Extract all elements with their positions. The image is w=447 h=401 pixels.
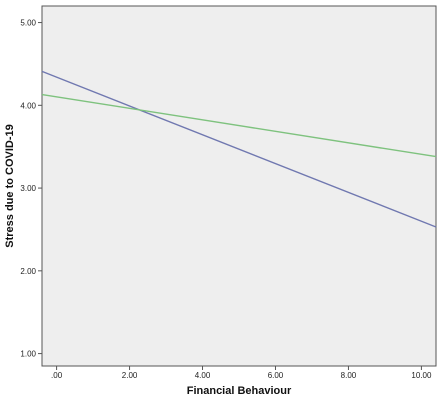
y-axis: 1.00 2.00 3.00 4.00 5.00: [20, 19, 42, 359]
x-axis: .00 2.00 4.00 6.00 8.00 10.00: [51, 366, 432, 380]
series-layer: [41, 70, 437, 228]
y-tick-label: 1.00: [20, 350, 36, 359]
y-tick-label: 2.00: [20, 267, 36, 276]
series-line-2: [41, 93, 437, 158]
x-tick-label: .00: [51, 371, 63, 380]
x-tick-label: 2.00: [122, 371, 138, 380]
plot-area: [41, 5, 437, 367]
y-tick-label: 5.00: [20, 19, 36, 28]
y-tick-label: 3.00: [20, 184, 36, 193]
x-tick-label: 6.00: [268, 371, 284, 380]
x-axis-title: Financial Behaviour: [187, 385, 292, 397]
y-tick-label: 4.00: [20, 101, 36, 110]
x-tick-label: 4.00: [195, 371, 211, 380]
x-tick-label: 10.00: [411, 371, 432, 380]
x-tick-label: 8.00: [341, 371, 357, 380]
y-axis-title: Stress due to COVID-19: [4, 124, 16, 247]
series-line-1: [41, 70, 437, 228]
